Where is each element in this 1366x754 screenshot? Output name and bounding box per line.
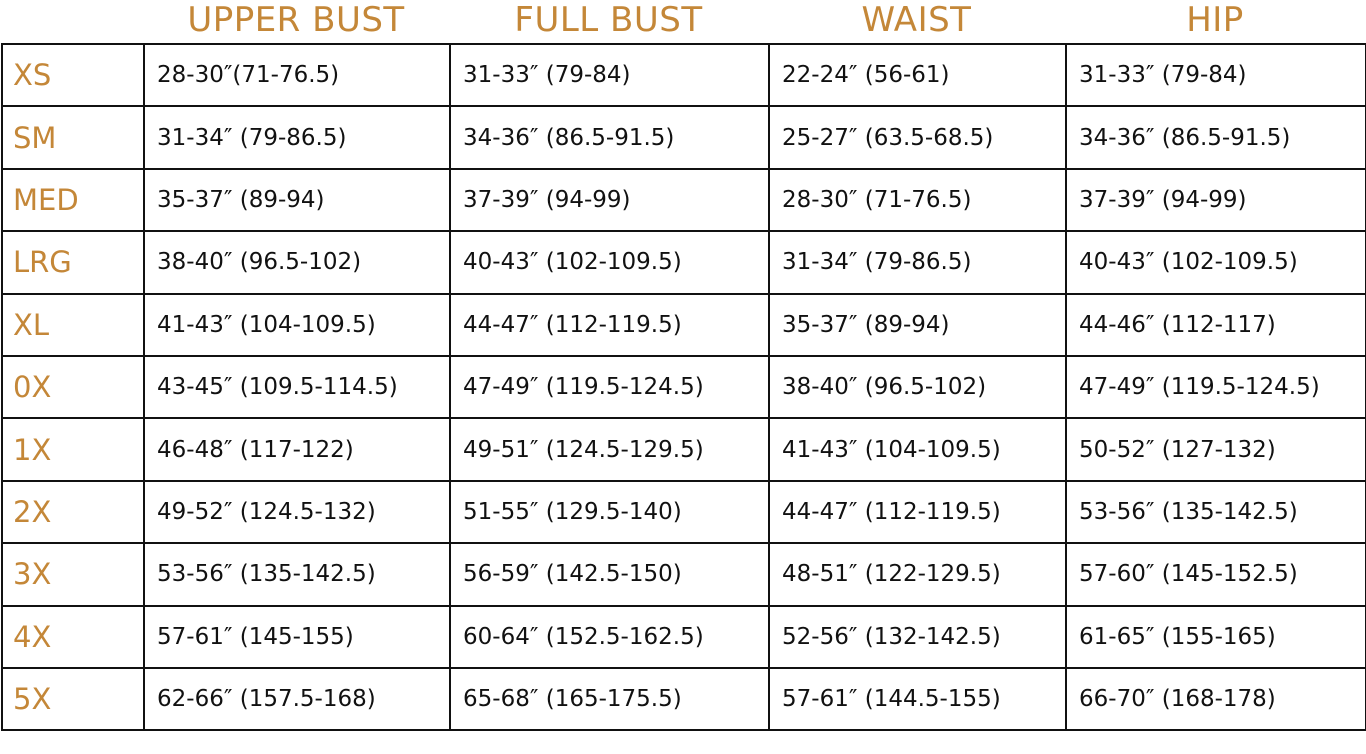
size-label: 1X xyxy=(1,417,145,482)
cell-upper-bust: 43-45″ (109.5-114.5) xyxy=(143,354,451,420)
cell-upper-bust: 49-52″ (124.5-132) xyxy=(143,479,451,545)
table-row: XS 28-30″(71-76.5) 31-33″ (79-84) 22-24″ (5… xyxy=(1,42,1366,108)
table-row: 3X 53-56″ (135-142.5) 56-59″ (142.5-150) 48… xyxy=(1,542,1366,607)
header-hip: HIP xyxy=(1186,0,1244,40)
size-label: SM xyxy=(1,105,145,170)
cell-waist: 38-40″ (96.5-102) xyxy=(768,354,1067,420)
size-label: 2X xyxy=(1,479,145,545)
cell-hip: 34-36″ (86.5-91.5) xyxy=(1065,105,1366,170)
header-full-bust: FULL BUST xyxy=(514,0,703,40)
cell-hip: 47-49″ (119.5-124.5) xyxy=(1065,354,1366,420)
cell-upper-bust: 35-37″ (89-94) xyxy=(143,167,451,233)
table-row: 5X 62-66″ (157.5-168) 65-68″ (165-175.5) 57… xyxy=(1,666,1366,732)
cell-waist: 52-56″ (132-142.5) xyxy=(768,604,1067,669)
size-label: XS xyxy=(1,42,145,108)
size-label: 0X xyxy=(1,354,145,420)
size-label: XL xyxy=(1,292,145,357)
cell-hip: 57-60″ (145-152.5) xyxy=(1065,542,1366,607)
cell-full-bust: 40-43″ (102-109.5) xyxy=(449,230,770,295)
cell-full-bust: 51-55″ (129.5-140) xyxy=(449,479,770,545)
table-row: 2X 49-52″ (124.5-132) 51-55″ (129.5-140) 44… xyxy=(1,479,1366,545)
size-label: 4X xyxy=(1,604,145,669)
size-chart-table: XS 28-30″(71-76.5) 31-33″ (79-84) 22-24″ (5… xyxy=(1,42,1366,732)
size-label: MED xyxy=(1,167,145,233)
size-label: LRG xyxy=(1,230,145,295)
cell-upper-bust: 31-34″ (79-86.5) xyxy=(143,105,451,170)
cell-upper-bust: 53-56″ (135-142.5) xyxy=(143,542,451,607)
cell-full-bust: 56-59″ (142.5-150) xyxy=(449,542,770,607)
cell-waist: 31-34″ (79-86.5) xyxy=(768,230,1067,295)
cell-hip: 40-43″ (102-109.5) xyxy=(1065,230,1366,295)
cell-waist: 25-27″ (63.5-68.5) xyxy=(768,105,1067,170)
cell-full-bust: 60-64″ (152.5-162.5) xyxy=(449,604,770,669)
cell-upper-bust: 28-30″(71-76.5) xyxy=(143,42,451,108)
cell-hip: 61-65″ (155-165) xyxy=(1065,604,1366,669)
cell-hip: 66-70″ (168-178) xyxy=(1065,666,1366,732)
cell-upper-bust: 62-66″ (157.5-168) xyxy=(143,666,451,732)
cell-full-bust: 31-33″ (79-84) xyxy=(449,42,770,108)
cell-full-bust: 47-49″ (119.5-124.5) xyxy=(449,354,770,420)
cell-full-bust: 37-39″ (94-99) xyxy=(449,167,770,233)
cell-waist: 57-61″ (144.5-155) xyxy=(768,666,1067,732)
table-row: SM 31-34″ (79-86.5) 34-36″ (86.5-91.5) 25-2… xyxy=(1,105,1366,170)
cell-waist: 44-47″ (112-119.5) xyxy=(768,479,1067,545)
cell-hip: 31-33″ (79-84) xyxy=(1065,42,1366,108)
cell-hip: 44-46″ (112-117) xyxy=(1065,292,1366,357)
cell-full-bust: 49-51″ (124.5-129.5) xyxy=(449,417,770,482)
cell-upper-bust: 46-48″ (117-122) xyxy=(143,417,451,482)
cell-hip: 37-39″ (94-99) xyxy=(1065,167,1366,233)
header-upper-bust: UPPER BUST xyxy=(187,0,405,40)
cell-full-bust: 65-68″ (165-175.5) xyxy=(449,666,770,732)
size-label: 5X xyxy=(1,666,145,732)
size-label: 3X xyxy=(1,542,145,607)
cell-upper-bust: 41-43″ (104-109.5) xyxy=(143,292,451,357)
table-row: 0X 43-45″ (109.5-114.5) 47-49″ (119.5-124.… xyxy=(1,354,1366,420)
cell-waist: 48-51″ (122-129.5) xyxy=(768,542,1067,607)
table-row: 4X 57-61″ (145-155) 60-64″ (152.5-162.5) 52… xyxy=(1,604,1366,669)
cell-full-bust: 34-36″ (86.5-91.5) xyxy=(449,105,770,170)
table-row: XL 41-43″ (104-109.5) 44-47″ (112-119.5) 35… xyxy=(1,292,1366,357)
cell-waist: 35-37″ (89-94) xyxy=(768,292,1067,357)
header-waist: WAIST xyxy=(861,0,972,40)
table-row: 1X 46-48″ (117-122) 49-51″ (124.5-129.5) 41… xyxy=(1,417,1366,482)
cell-hip: 53-56″ (135-142.5) xyxy=(1065,479,1366,545)
cell-waist: 28-30″ (71-76.5) xyxy=(768,167,1067,233)
cell-upper-bust: 57-61″ (145-155) xyxy=(143,604,451,669)
cell-waist: 41-43″ (104-109.5) xyxy=(768,417,1067,482)
table-row: MED 35-37″ (89-94) 37-39″ (94-99) 28-30″ (7… xyxy=(1,167,1366,233)
table-row: LRG 38-40″ (96.5-102) 40-43″ (102-109.5) 31… xyxy=(1,230,1366,295)
cell-full-bust: 44-47″ (112-119.5) xyxy=(449,292,770,357)
cell-waist: 22-24″ (56-61) xyxy=(768,42,1067,108)
cell-hip: 50-52″ (127-132) xyxy=(1065,417,1366,482)
cell-upper-bust: 38-40″ (96.5-102) xyxy=(143,230,451,295)
